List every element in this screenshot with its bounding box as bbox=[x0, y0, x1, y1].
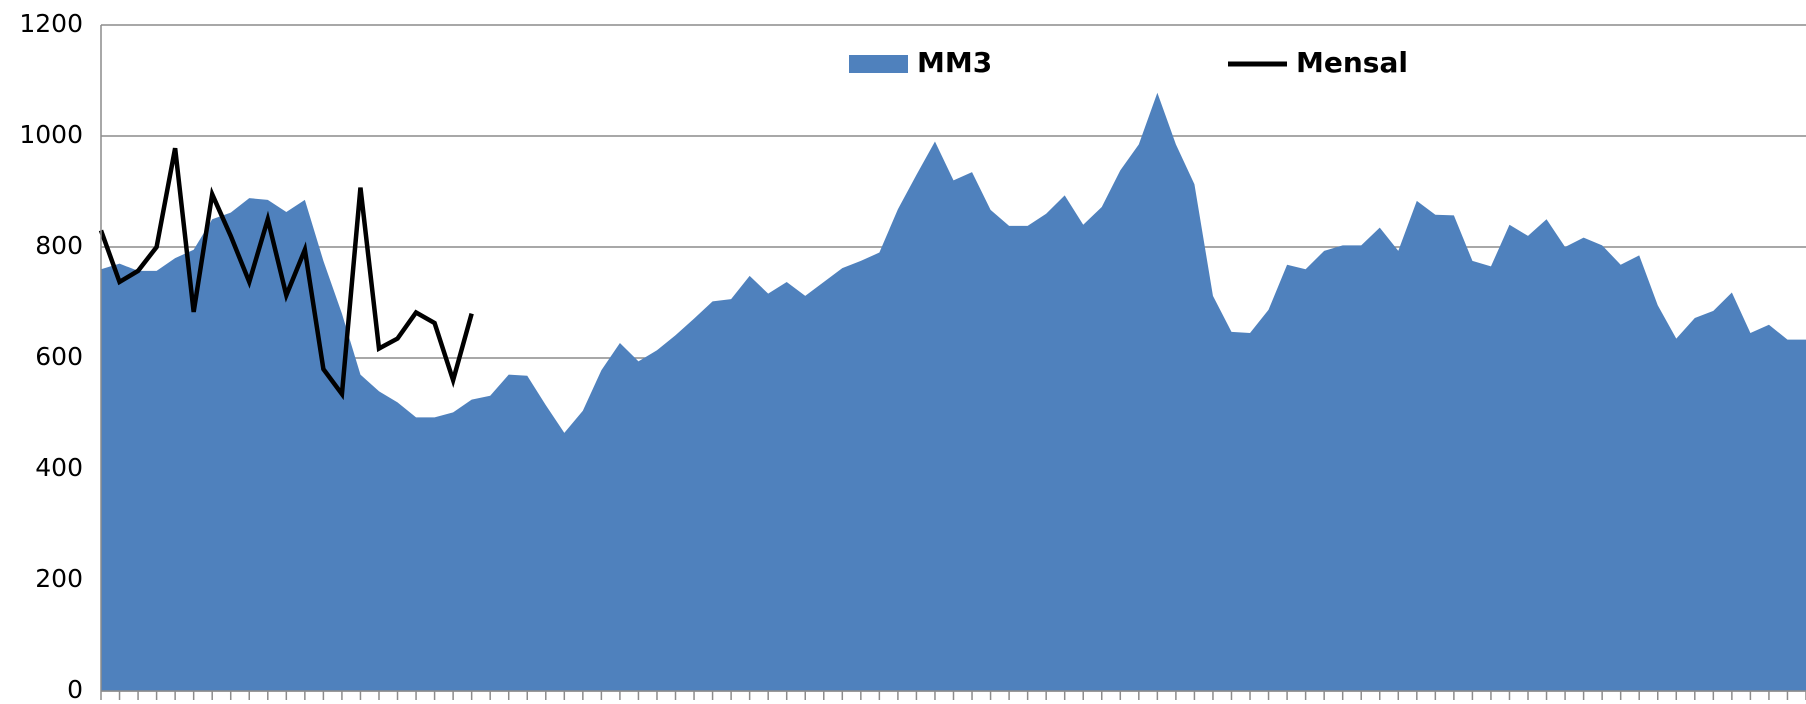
y-tick-label: 400 bbox=[35, 453, 83, 482]
legend-label: Mensal bbox=[1296, 46, 1408, 79]
y-tick-label: 200 bbox=[35, 564, 83, 593]
y-tick-label: 600 bbox=[35, 342, 83, 371]
y-tick-label: 1200 bbox=[19, 9, 83, 38]
legend-label: MM3 bbox=[917, 46, 992, 79]
y-tick-label: 1000 bbox=[19, 120, 83, 149]
y-tick-label: 0 bbox=[67, 675, 83, 700]
y-tick-label: 800 bbox=[35, 231, 83, 260]
line bbox=[98, 147, 474, 401]
area bbox=[101, 92, 1806, 691]
legend-swatch bbox=[849, 55, 908, 73]
